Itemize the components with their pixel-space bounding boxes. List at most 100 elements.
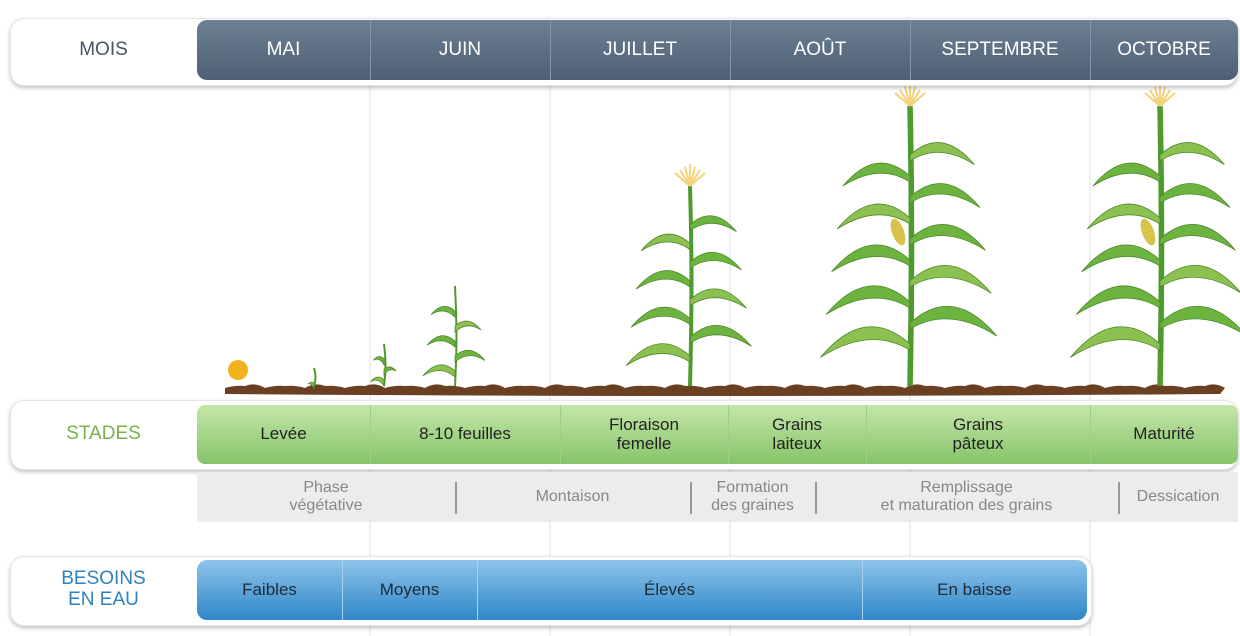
plant-part <box>909 224 986 251</box>
phase-label: Formation des graines <box>711 479 794 514</box>
plant-part <box>909 264 992 294</box>
month-label: SEPTEMBRE <box>941 38 1059 60</box>
water-label: Élevés <box>643 579 696 599</box>
plant <box>370 343 397 387</box>
phases-bar <box>197 472 1238 522</box>
divider <box>370 20 371 80</box>
water-label: En baisse <box>937 579 1012 599</box>
seed <box>228 360 248 380</box>
plant-part <box>1159 264 1240 293</box>
divider <box>342 560 343 620</box>
plant-part <box>630 306 691 328</box>
phase-label: Montaison <box>535 488 610 506</box>
stage-label: Floraison femelle <box>609 414 679 453</box>
plant-part <box>688 185 694 387</box>
plant <box>1070 84 1240 387</box>
plant-part <box>454 285 458 387</box>
stage-label: 8-10 feuilles <box>419 424 511 444</box>
month-label: JUIN <box>438 38 482 60</box>
plant-part <box>909 183 981 208</box>
plant-part <box>454 320 482 333</box>
divider <box>1090 405 1091 464</box>
plant-part <box>370 376 385 387</box>
phase-label: Remplissage et maturation des grains <box>880 479 1053 514</box>
stage-label: Grains pâteux <box>952 414 1004 453</box>
plant-part <box>1159 305 1240 333</box>
plant-part <box>373 356 385 367</box>
water-label: Faibles <box>242 579 297 599</box>
plant-part <box>907 105 915 387</box>
plant-part <box>890 218 906 246</box>
separator <box>815 482 817 514</box>
plant-part <box>1159 183 1231 208</box>
separator <box>1118 482 1120 514</box>
soil <box>225 384 1225 396</box>
phase-label: Dessication <box>1136 488 1220 506</box>
month-label: JUILLET <box>603 38 677 60</box>
plant-part <box>820 326 911 358</box>
plant-part <box>825 285 911 315</box>
plant-part <box>430 306 456 318</box>
plant-part <box>1081 244 1161 273</box>
months-label: MOIS <box>79 38 128 60</box>
water-label: Moyens <box>379 579 440 599</box>
plant-part <box>909 142 975 165</box>
plant-part <box>689 288 747 309</box>
divider <box>477 560 478 620</box>
divider <box>866 405 867 464</box>
divider <box>370 405 371 464</box>
plant <box>422 285 486 387</box>
plant-part <box>635 270 691 290</box>
plant-part <box>842 162 911 187</box>
plant-part <box>909 305 998 337</box>
plant-part <box>1157 105 1165 387</box>
month-label: AOÛT <box>793 38 847 60</box>
plant-part <box>1075 285 1161 315</box>
plant <box>820 84 998 387</box>
plant-part <box>307 381 315 390</box>
plant-part <box>422 364 456 378</box>
divider <box>728 405 729 464</box>
plant-part <box>689 325 752 347</box>
plant-part <box>383 366 397 377</box>
month-label: OCTOBRE <box>1117 38 1211 60</box>
plant-part <box>1159 142 1225 165</box>
plant-part <box>1086 203 1161 230</box>
stage-label: Grains laiteux <box>771 414 823 453</box>
phase-label: Phase végétative <box>289 479 363 514</box>
separator <box>455 482 457 514</box>
plant <box>307 367 317 390</box>
plant-part <box>383 343 387 387</box>
divider <box>550 20 551 80</box>
separator <box>690 482 692 514</box>
month-label: MAI <box>266 38 301 60</box>
plant-part <box>625 343 691 366</box>
stage-label: Maturité <box>1133 424 1195 444</box>
plant-part <box>313 367 317 387</box>
plant-part <box>689 172 706 187</box>
plant-part <box>1159 92 1176 107</box>
plant-part <box>689 251 742 271</box>
plant <box>625 164 752 387</box>
water-label: BESOINS EN EAU <box>61 568 146 610</box>
divider <box>560 405 561 464</box>
divider <box>1090 20 1091 80</box>
plant-part <box>1140 218 1156 246</box>
plant-part <box>1159 224 1236 251</box>
water-bar <box>197 560 1087 620</box>
plant-part <box>831 244 911 273</box>
plant-part <box>909 92 926 107</box>
plant-part <box>1070 326 1161 358</box>
divider <box>730 20 731 80</box>
plant-part <box>689 215 737 233</box>
divider <box>910 20 911 80</box>
plant-part <box>640 233 691 252</box>
plant-part <box>1092 162 1161 187</box>
plant-part <box>454 349 486 363</box>
stage-label: Levée <box>260 424 307 444</box>
divider <box>862 560 863 620</box>
plant-part <box>426 335 456 348</box>
stages-label: STADES <box>66 423 141 445</box>
